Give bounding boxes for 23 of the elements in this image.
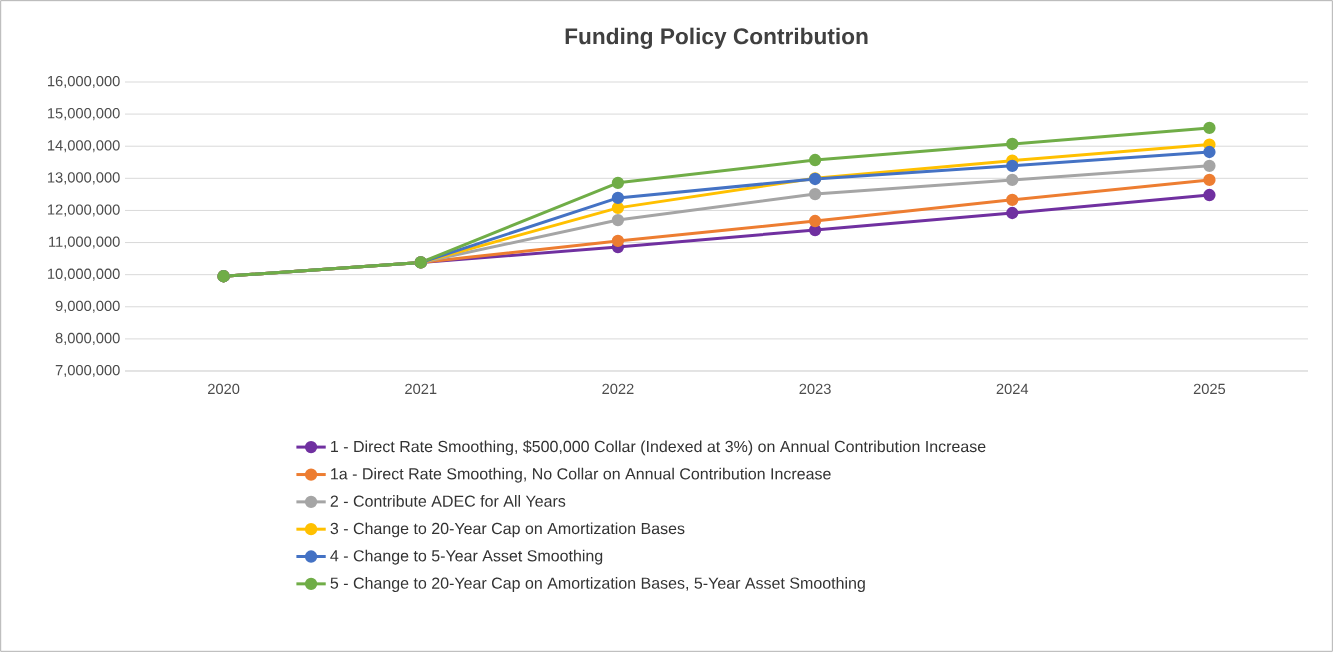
legend-label: 2 - Contribute ADEC for All Years: [330, 495, 566, 507]
y-tick-label: 10,000,000: [48, 268, 120, 281]
chart-title: Funding Policy Contribution: [565, 27, 868, 49]
legend-label: 4 - Change to 5-Year Asset Smoothing: [330, 549, 603, 565]
y-tick-label: 8,000,000: [55, 332, 120, 345]
y-tick-label: 15,000,000: [48, 108, 120, 121]
y-tick-label: 16,000,000: [48, 75, 120, 89]
legend-label: 5 - Change to 20-Year Cap on Amortization Bases, 5-Year Asset Smoothing: [330, 577, 865, 592]
x-tick-label: 2025: [1193, 383, 1226, 395]
legend-label: 3 - Change to 20-Year Cap on Amortization Bases: [330, 522, 685, 538]
y-tick-label: 14,000,000: [48, 140, 120, 153]
x-tick-label: 2023: [799, 383, 831, 395]
x-tick-label: 2020: [208, 383, 240, 395]
x-tick-label: 2024: [996, 383, 1029, 395]
x-tick-label: 2021: [405, 383, 437, 395]
y-tick-label: 9,000,000: [55, 300, 120, 313]
x-tick-label: 2022: [602, 383, 634, 395]
y-tick-label: 11,000,000: [49, 236, 120, 249]
legend-label: 1a - Direct Rate Smoothing, No Collar on Annual Contribution Increase: [331, 467, 831, 483]
legend-label: 1 - Direct Rate Smoothing, $500,000 Collar (Indexed at 3%) on Annual Contribution Increase: [331, 440, 986, 456]
y-tick-label: 7,000,000: [55, 364, 120, 378]
y-tick-label: 12,000,000: [48, 204, 120, 217]
y-tick-label: 13,000,000: [48, 172, 120, 185]
